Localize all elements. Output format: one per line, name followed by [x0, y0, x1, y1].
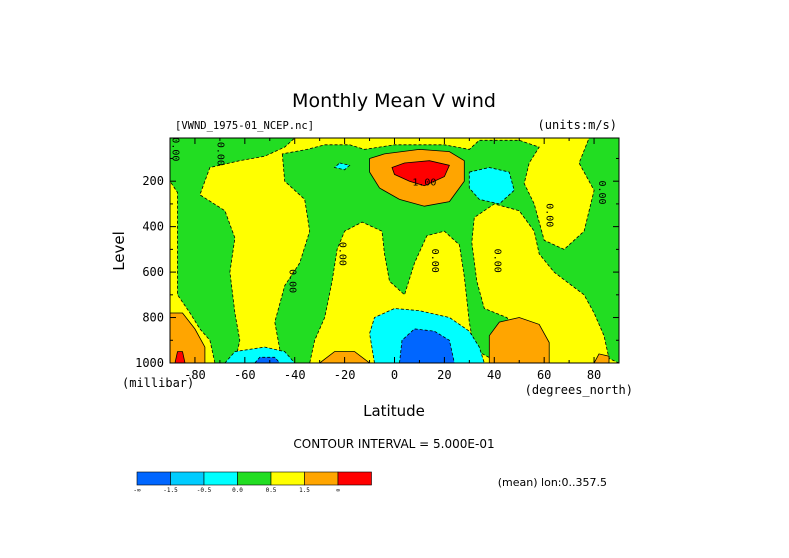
legend-tick-label: 0.0 [232, 487, 243, 494]
x-tick-label: 60 [537, 368, 551, 382]
y-tick-label: 800 [142, 311, 164, 325]
legend-tick-label: 1.5 [299, 487, 310, 494]
legend-swatch [304, 471, 339, 486]
x-tick-label: -20 [334, 368, 356, 382]
y-units-label: (millibar) [122, 376, 194, 390]
contour-label-8: 0.00 [596, 180, 607, 204]
contour-labels: 1.00 0.00 0.00 0.00 0.00 0.00 0.00 0.00 0.00 [169, 137, 607, 293]
legend-swatch [337, 471, 372, 486]
x-tick-label: -60 [234, 368, 256, 382]
y-axis-title: Level [110, 231, 128, 271]
contour-label-0: 1.00 [412, 178, 436, 189]
y-tick-label: 200 [142, 174, 164, 188]
contour-region-6 [399, 328, 455, 363]
y-axis: 200 400 600 800 1000 [135, 157, 619, 370]
contour-interval-label: CONTOUR INTERVAL = 5.000E-01 [293, 437, 494, 451]
contour-region-13 [391, 160, 450, 187]
contour-region-7 [254, 356, 281, 363]
legend-tick-label: ∞ [336, 487, 340, 494]
contour-region-14 [174, 351, 186, 363]
x-tick-label: 0 [391, 368, 398, 382]
plot-area [170, 138, 619, 363]
x-tick-label: 20 [437, 368, 451, 382]
contour-label-7: 0.00 [544, 203, 555, 227]
x-tick-label: 80 [587, 368, 601, 382]
legend-tick-label: 0.5 [266, 487, 277, 494]
legend-swatch [203, 471, 238, 486]
contour-label-4: 0.00 [337, 242, 348, 266]
y-tick-label: 1000 [135, 356, 164, 370]
contour-region-1 [274, 138, 619, 363]
x-units-label: (degrees_north) [525, 383, 633, 397]
contour-region-3 [468, 167, 515, 205]
contour-region-8 [170, 312, 206, 363]
legend-tick-label: -∞ [133, 487, 141, 494]
contour-region-4 [224, 346, 296, 363]
dataset-label: [VWND_1975-01_NCEP.nc] [175, 120, 314, 132]
contour-region-0 [170, 138, 296, 363]
contour-label-2: 0.00 [214, 142, 225, 166]
legend-swatch [270, 471, 305, 486]
chart-title: Monthly Mean V wind [292, 90, 496, 112]
legend-swatch [237, 471, 272, 486]
legend-tick-label: -1.5 [163, 487, 178, 494]
contour-label-1: 0.00 [169, 137, 180, 161]
x-tick-label: -80 [184, 368, 206, 382]
x-tick-label: -40 [284, 368, 306, 382]
x-tick-label: 40 [487, 368, 501, 382]
legend-swatch [136, 471, 171, 486]
y-tick-label: 400 [142, 220, 164, 234]
contour-label-3: 0.00 [287, 269, 298, 293]
legend-tick-label: -0.5 [197, 487, 212, 494]
contour-label-6: 0.00 [491, 249, 502, 273]
contour-region-9 [488, 317, 550, 363]
x-axis-title: Latitude [363, 402, 425, 420]
color-legend: -∞ -1.5 -0.5 0.0 0.5 1.5 ∞ [133, 471, 372, 494]
units-label: (units:m/s) [538, 118, 617, 132]
legend-swatch [170, 471, 205, 486]
x-axis: -80 -60 -40 -20 0 20 40 60 80 [184, 138, 601, 382]
contour-region-11 [593, 353, 610, 363]
contour-region-5 [333, 162, 351, 171]
footer-label: (mean) lon:0..357.5 [498, 476, 607, 489]
y-tick-label: 600 [142, 265, 164, 279]
contour-label-5: 0.00 [429, 249, 440, 273]
